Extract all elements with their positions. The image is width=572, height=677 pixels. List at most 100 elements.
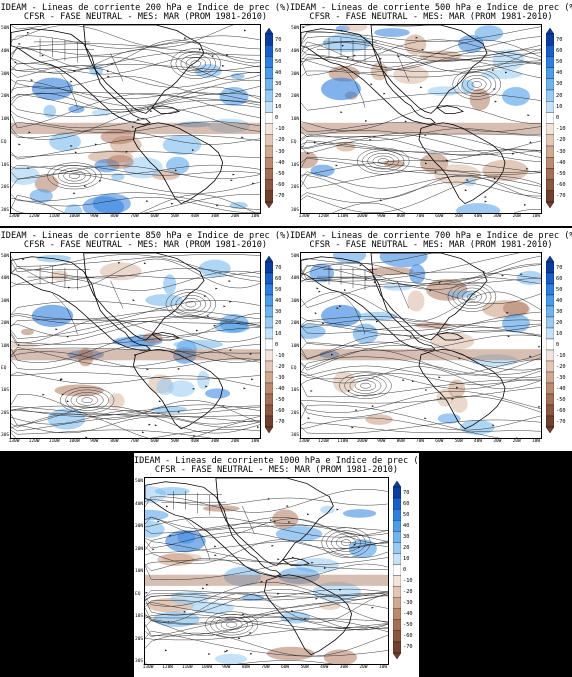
- longitude-label: 80W: [110, 214, 119, 219]
- longitude-label: 10W: [250, 214, 260, 219]
- colorbar-tick-label: -20: [556, 363, 566, 370]
- longitude-label: 110W: [48, 214, 60, 219]
- longitude-label: 40W: [190, 214, 199, 219]
- latitude-label: 10N: [291, 343, 300, 349]
- longitude-label: 60W: [150, 439, 159, 444]
- latitude-label: 40N: [291, 276, 300, 282]
- panel-700hpa: IDEAM - Lineas de corriente 700 hPa e In…: [290, 228, 572, 451]
- colorbar-tick-label: 0: [556, 341, 560, 348]
- colorbar-tick-label: 0: [556, 115, 560, 121]
- longitude-label: 110W: [48, 439, 60, 444]
- colorbar-tick-label: -40: [556, 385, 566, 392]
- longitude-label: 10W: [250, 439, 260, 444]
- colorbar-tick-label: -70: [403, 644, 413, 651]
- colorbar-tick-label: 60: [403, 500, 410, 507]
- latitude-label: 30N: [291, 298, 300, 304]
- latitude-label: EQ: [1, 139, 7, 145]
- latitude-label: 20S: [1, 185, 10, 191]
- colorbar-tick-label: 10: [556, 103, 563, 110]
- colorbar-tick-label: -40: [275, 159, 285, 166]
- longitude-label: 130W: [8, 214, 20, 219]
- latitude-label: 30S: [291, 433, 300, 438]
- colorbar-tick-label: 40: [403, 522, 410, 529]
- colorbar-tick-label: 30: [556, 308, 563, 315]
- latitude-label: 10S: [135, 614, 144, 619]
- longitude-label: 20W: [512, 439, 521, 444]
- latitude-label: 40N: [135, 501, 144, 507]
- colorbar-tick-label: 10: [403, 555, 410, 562]
- colorbar-tick-label: 0: [275, 341, 279, 348]
- latitude-label: 30N: [1, 71, 10, 77]
- panel-subtitle: CFSR - FASE NEUTRAL - MES: MAR (PROM 198…: [309, 12, 553, 22]
- streamline-map: [300, 252, 542, 439]
- colorbar-tick-label: -70: [556, 418, 566, 425]
- colorbar-tick-label: 60: [275, 47, 282, 54]
- colorbar-tick-label: -60: [403, 633, 413, 640]
- colorbar-tick-label: -30: [556, 148, 566, 155]
- colorbar-tick-label: -50: [275, 396, 285, 403]
- longitude-label: 10W: [531, 439, 541, 444]
- colorbar-tick-label: -20: [275, 363, 285, 370]
- latitude-label: 50N: [291, 26, 300, 31]
- longitude-label: 90W: [377, 214, 386, 219]
- latitude-label: 10S: [291, 162, 300, 168]
- colorbar-tick-label: 40: [275, 70, 282, 77]
- colorbar-tick-label: 70: [556, 264, 563, 271]
- colorbar-tick-label: -60: [556, 182, 566, 189]
- longitude-label: 60W: [281, 665, 290, 670]
- colorbar-tick-label: -40: [403, 611, 413, 618]
- colorbar-tick-label: -50: [556, 396, 566, 403]
- colorbar-tick-label: 30: [556, 81, 563, 88]
- longitude-label: 110W: [337, 439, 349, 444]
- colorbar-tick-label: 20: [556, 92, 563, 99]
- latitude-label: 20N: [1, 94, 10, 100]
- longitude-label: 30W: [493, 214, 502, 219]
- longitude-label: 20W: [512, 214, 521, 219]
- latitude-label: EQ: [291, 139, 297, 145]
- colorbar-tick-label: -50: [275, 171, 285, 177]
- longitude-label: 10W: [378, 665, 388, 670]
- colorbar-tick-label: -60: [556, 407, 566, 414]
- colorbar-tick-label: 50: [556, 59, 563, 65]
- longitude-label: 40W: [473, 214, 483, 219]
- longitude-label: 60W: [150, 214, 159, 219]
- longitude-label: 130W: [8, 439, 20, 444]
- longitude-label: 50W: [300, 665, 309, 670]
- panel-200hpa: IDEAM - Lineas de corriente 200 hPa e In…: [0, 0, 291, 226]
- colorbar-tick-label: -60: [275, 407, 285, 414]
- latitude-label: 30N: [291, 71, 300, 77]
- longitude-label: 70W: [415, 439, 425, 444]
- colorbar-tick-label: 30: [275, 308, 282, 315]
- latitude-label: 20S: [291, 410, 300, 416]
- colorbar-tick-label: 40: [556, 297, 563, 304]
- colorbar-tick-label: -10: [403, 578, 413, 585]
- latitude-label: 10N: [1, 117, 10, 122]
- longitude-label: 90W: [377, 439, 386, 444]
- longitude-label: 100W: [68, 214, 80, 219]
- latitude-label: EQ: [135, 591, 141, 597]
- colorbar: [265, 256, 273, 433]
- colorbar-tick-label: -20: [403, 589, 413, 596]
- latitude-label: 20S: [1, 410, 10, 416]
- panel-subtitle: CFSR - FASE NEUTRAL - MES: MAR (PROM 198…: [309, 240, 553, 250]
- colorbar-tick-label: 20: [275, 319, 282, 326]
- colorbar-tick-label: -40: [556, 159, 566, 166]
- colorbar: [265, 28, 273, 208]
- longitude-label: 130W: [142, 665, 154, 670]
- longitude-label: 40W: [190, 439, 199, 444]
- colorbar-tick-label: 60: [556, 47, 563, 54]
- longitude-label: 90W: [90, 214, 99, 219]
- latitude-label: 50N: [291, 254, 300, 259]
- longitude-label: 120W: [28, 214, 40, 219]
- latitude-label: 30S: [135, 659, 144, 664]
- colorbar-tick-label: -70: [556, 193, 566, 200]
- latitude-label: 20N: [1, 321, 10, 327]
- colorbar-tick-label: 0: [403, 567, 407, 573]
- colorbar-tick-label: -60: [275, 182, 285, 189]
- latitude-label: 10N: [1, 343, 10, 349]
- colorbar-tick-label: 70: [403, 489, 410, 496]
- colorbar-tick-label: -50: [556, 171, 566, 177]
- colorbar-tick-label: -10: [556, 126, 566, 133]
- latitude-label: 40N: [291, 48, 300, 54]
- longitude-label: 10W: [531, 214, 541, 219]
